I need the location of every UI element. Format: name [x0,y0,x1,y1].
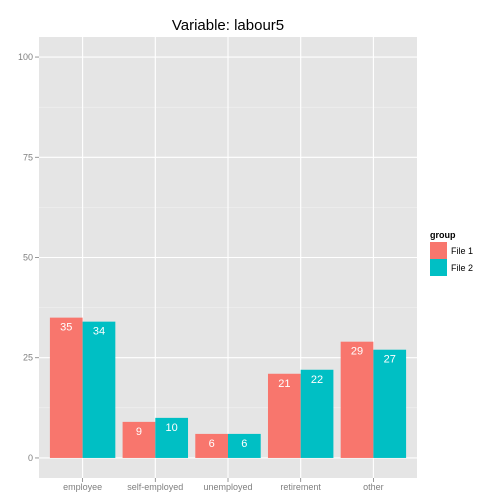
bar-file-1-unemployed [195,433,228,458]
chart-title: Variable: labour5 [172,17,284,34]
legend-label-file-2: File 2 [451,263,473,273]
bar-label: 6 [241,438,247,450]
bar-file-2-retirement [300,369,334,458]
bar-file-1-other [340,341,374,458]
y-axis: 0 25 50 75 100 [18,52,39,463]
bar-file-2-other [373,349,407,458]
x-tick-label: other [363,482,384,492]
y-tick-label: 100 [18,52,33,62]
bar-label: 34 [93,326,105,338]
x-tick-label: employee [63,482,102,492]
legend-title: group [430,230,456,240]
x-axis: employee self-employed unemployed retiremen… [63,478,384,492]
bar-label: 21 [278,378,290,390]
bar-label: 35 [60,322,72,334]
y-tick-label: 25 [23,353,33,363]
bar-label: 27 [384,354,396,366]
bar-file-1-self-employed [122,421,156,458]
y-tick-label: 75 [23,152,33,162]
bar-label: 6 [209,438,215,450]
bar-label: 22 [311,374,323,386]
legend-label-file-1: File 1 [451,246,473,256]
bar-value-labels: 35 9 6 21 29 34 10 6 22 27 [60,322,396,450]
legend-key-file-1 [430,242,447,259]
legend-key-file-2 [430,259,447,276]
bar-file-2-unemployed [228,433,261,458]
bar-file-2-self-employed [155,417,189,458]
bar-label: 29 [351,346,363,358]
bar-label: 10 [166,422,178,434]
x-tick-label: unemployed [203,482,252,492]
x-tick-label: retirement [280,482,321,492]
bar-file-1-retirement [267,373,301,458]
bar-label: 9 [136,426,142,438]
legend: group File 1 File 2 [430,230,473,276]
x-tick-label: self-employed [127,482,183,492]
bar-file-1-employee [49,317,83,458]
y-tick-label: 0 [28,453,33,463]
bars [49,317,407,458]
y-tick-label: 50 [23,253,33,263]
bar-file-2-employee [82,321,116,458]
